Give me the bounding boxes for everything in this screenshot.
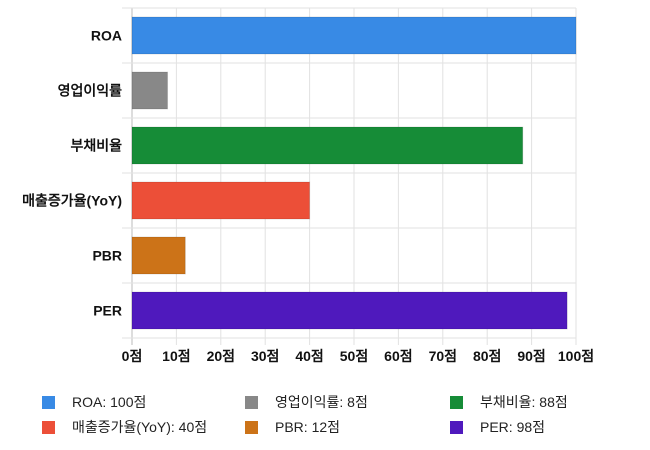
bar-2 [131, 126, 524, 165]
legend-swatch [245, 420, 258, 434]
legend-item[interactable]: PER: 98점 [450, 418, 545, 436]
x-tick-label: 0점 [122, 348, 143, 364]
legend-swatch [42, 420, 55, 434]
y-category-label: ROA [91, 28, 122, 44]
bar-3 [131, 181, 311, 220]
x-tick-label: 90점 [517, 348, 545, 364]
legend-label: 영업이익률: 8점 [275, 394, 368, 410]
x-tick-label: 70점 [429, 348, 457, 364]
bar-0 [131, 16, 577, 55]
bar-4 [131, 236, 186, 275]
y-category-label: PER [93, 303, 122, 319]
bar-5 [131, 291, 568, 330]
x-tick-label: 60점 [384, 348, 412, 364]
legend-item[interactable]: PBR: 12점 [245, 418, 340, 436]
legend-item[interactable]: ROA: 100점 [42, 393, 146, 411]
x-tick-label: 40점 [295, 348, 323, 364]
x-tick-label: 50점 [340, 348, 368, 364]
bar-chart: 0점 10점 20점 30점 40점 50점 60점 70점 80점 90점 100점 ROA 영업이익… [22, 7, 594, 364]
x-tick-label: 20점 [207, 348, 235, 364]
x-tick-label: 10점 [162, 348, 190, 364]
legend-swatch [245, 395, 258, 409]
bar-1 [131, 71, 169, 110]
legend-item[interactable]: 영업이익률: 8점 [245, 393, 368, 411]
legend-label: PBR: 12점 [275, 419, 341, 435]
y-category-label: 부채비율 [70, 138, 122, 154]
y-category-label: 영업이익률 [58, 83, 123, 99]
x-tick-label: 100점 [558, 348, 594, 364]
legend-item[interactable]: 부채비율: 88점 [450, 393, 568, 411]
x-tick-label: 80점 [473, 348, 501, 364]
legend-label: 부채비율: 88점 [480, 394, 568, 410]
legend-label: ROA: 100점 [72, 394, 147, 410]
legend-label: 매출증가율(YoY): 40점 [72, 419, 208, 435]
legend-swatch [450, 420, 463, 434]
y-category-label: 매출증가율(YoY) [22, 193, 122, 209]
legend-label: PER: 98점 [480, 419, 546, 435]
x-tick-label: 30점 [251, 348, 279, 364]
legend-swatch [42, 395, 55, 409]
legend-swatch [450, 395, 463, 409]
y-category-label: PBR [92, 248, 122, 264]
legend-item[interactable]: 매출증가율(YoY): 40점 [42, 418, 207, 436]
